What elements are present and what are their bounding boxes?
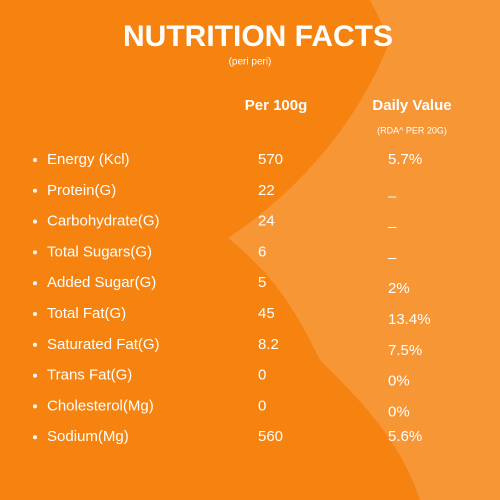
daily-value: 5.7% xyxy=(388,151,422,168)
daily-value: 2% xyxy=(388,280,410,297)
bullet xyxy=(33,158,37,162)
subtitle: (peri peri) xyxy=(229,57,272,68)
per-100g-value: 24 xyxy=(258,213,275,230)
daily-value: 7.5% xyxy=(388,342,422,359)
bullet xyxy=(33,312,37,316)
daily-value: 5.6% xyxy=(388,428,422,445)
daily-value: – xyxy=(388,219,397,236)
bullet xyxy=(33,404,37,409)
bullet xyxy=(33,188,37,193)
row-label: Trans Fat(G) xyxy=(47,367,132,384)
daily-value: – xyxy=(388,249,397,266)
background-shape xyxy=(228,0,500,500)
row-label: Energy (Kcl) xyxy=(47,151,130,168)
per-100g-value: 45 xyxy=(258,305,275,322)
per-100g-value: 0 xyxy=(258,367,266,384)
per-100g-value: 560 xyxy=(258,428,283,445)
bullet xyxy=(33,250,37,255)
per-100g-value: 22 xyxy=(258,182,275,199)
row-label: Total Fat(G) xyxy=(47,305,126,322)
daily-value: 13.4% xyxy=(388,311,431,328)
row-label: Total Sugars(G) xyxy=(47,243,152,260)
row-label: Carbohydrate(G) xyxy=(47,213,160,230)
row-label: Saturated Fat(G) xyxy=(47,336,160,353)
per-100g-value: 0 xyxy=(258,397,266,414)
column-note: (RDA^ PER 20G) xyxy=(377,125,447,135)
bullet xyxy=(33,281,37,286)
daily-value: – xyxy=(388,188,397,205)
column-header: Per 100g xyxy=(245,97,308,114)
bullet xyxy=(33,342,37,347)
per-100g-value: 5 xyxy=(258,274,266,291)
daily-value: 0% xyxy=(388,403,410,420)
per-100g-value: 6 xyxy=(258,243,266,260)
row-label: Protein(G) xyxy=(47,182,116,199)
row-label: Cholesterol(Mg) xyxy=(47,397,154,414)
row-label: Added Sugar(G) xyxy=(47,274,156,291)
row-label: Sodium(Mg) xyxy=(47,428,129,445)
title: NUTRITION FACTS xyxy=(123,20,393,53)
bullet xyxy=(33,219,37,224)
per-100g-value: 8.2 xyxy=(258,336,279,353)
bullet xyxy=(33,435,37,440)
daily-value: 0% xyxy=(388,373,410,390)
per-100g-value: 570 xyxy=(258,151,283,168)
bullet xyxy=(33,373,37,378)
column-header: Daily Value xyxy=(372,97,451,114)
